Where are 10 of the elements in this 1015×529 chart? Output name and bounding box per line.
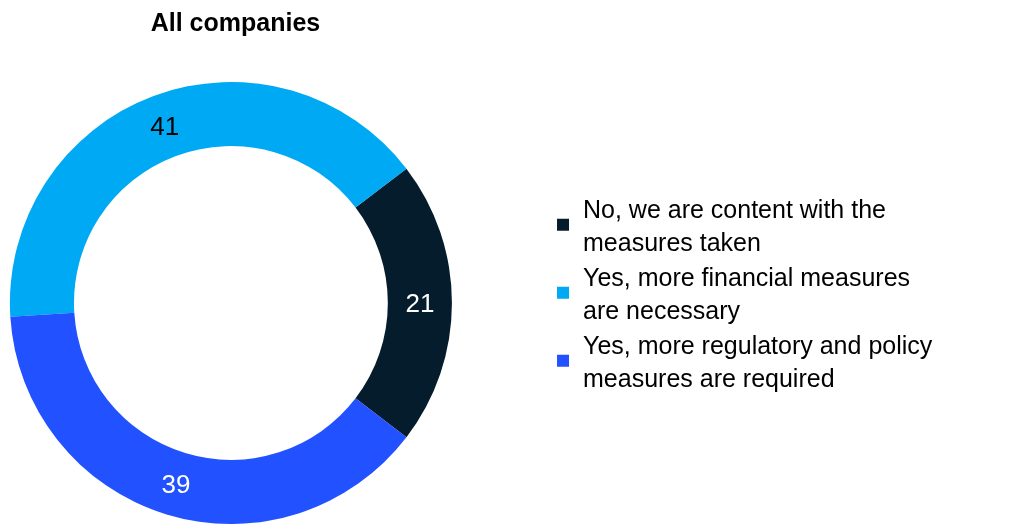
data-label: 21 — [405, 287, 435, 318]
donut-slice — [10, 312, 407, 524]
donut-slice — [355, 168, 452, 438]
data-label: 41 — [150, 110, 180, 141]
legend-label: Yes, more regulatory and policy measures are required — [583, 331, 933, 392]
legend-label: Yes, more financial measures are necessary — [583, 263, 911, 324]
chart-title: All companies — [150, 7, 321, 36]
data-label: 39 — [161, 468, 191, 499]
donut-slice — [10, 82, 407, 317]
legend-label: No, we are content with the measures taken — [583, 195, 886, 256]
